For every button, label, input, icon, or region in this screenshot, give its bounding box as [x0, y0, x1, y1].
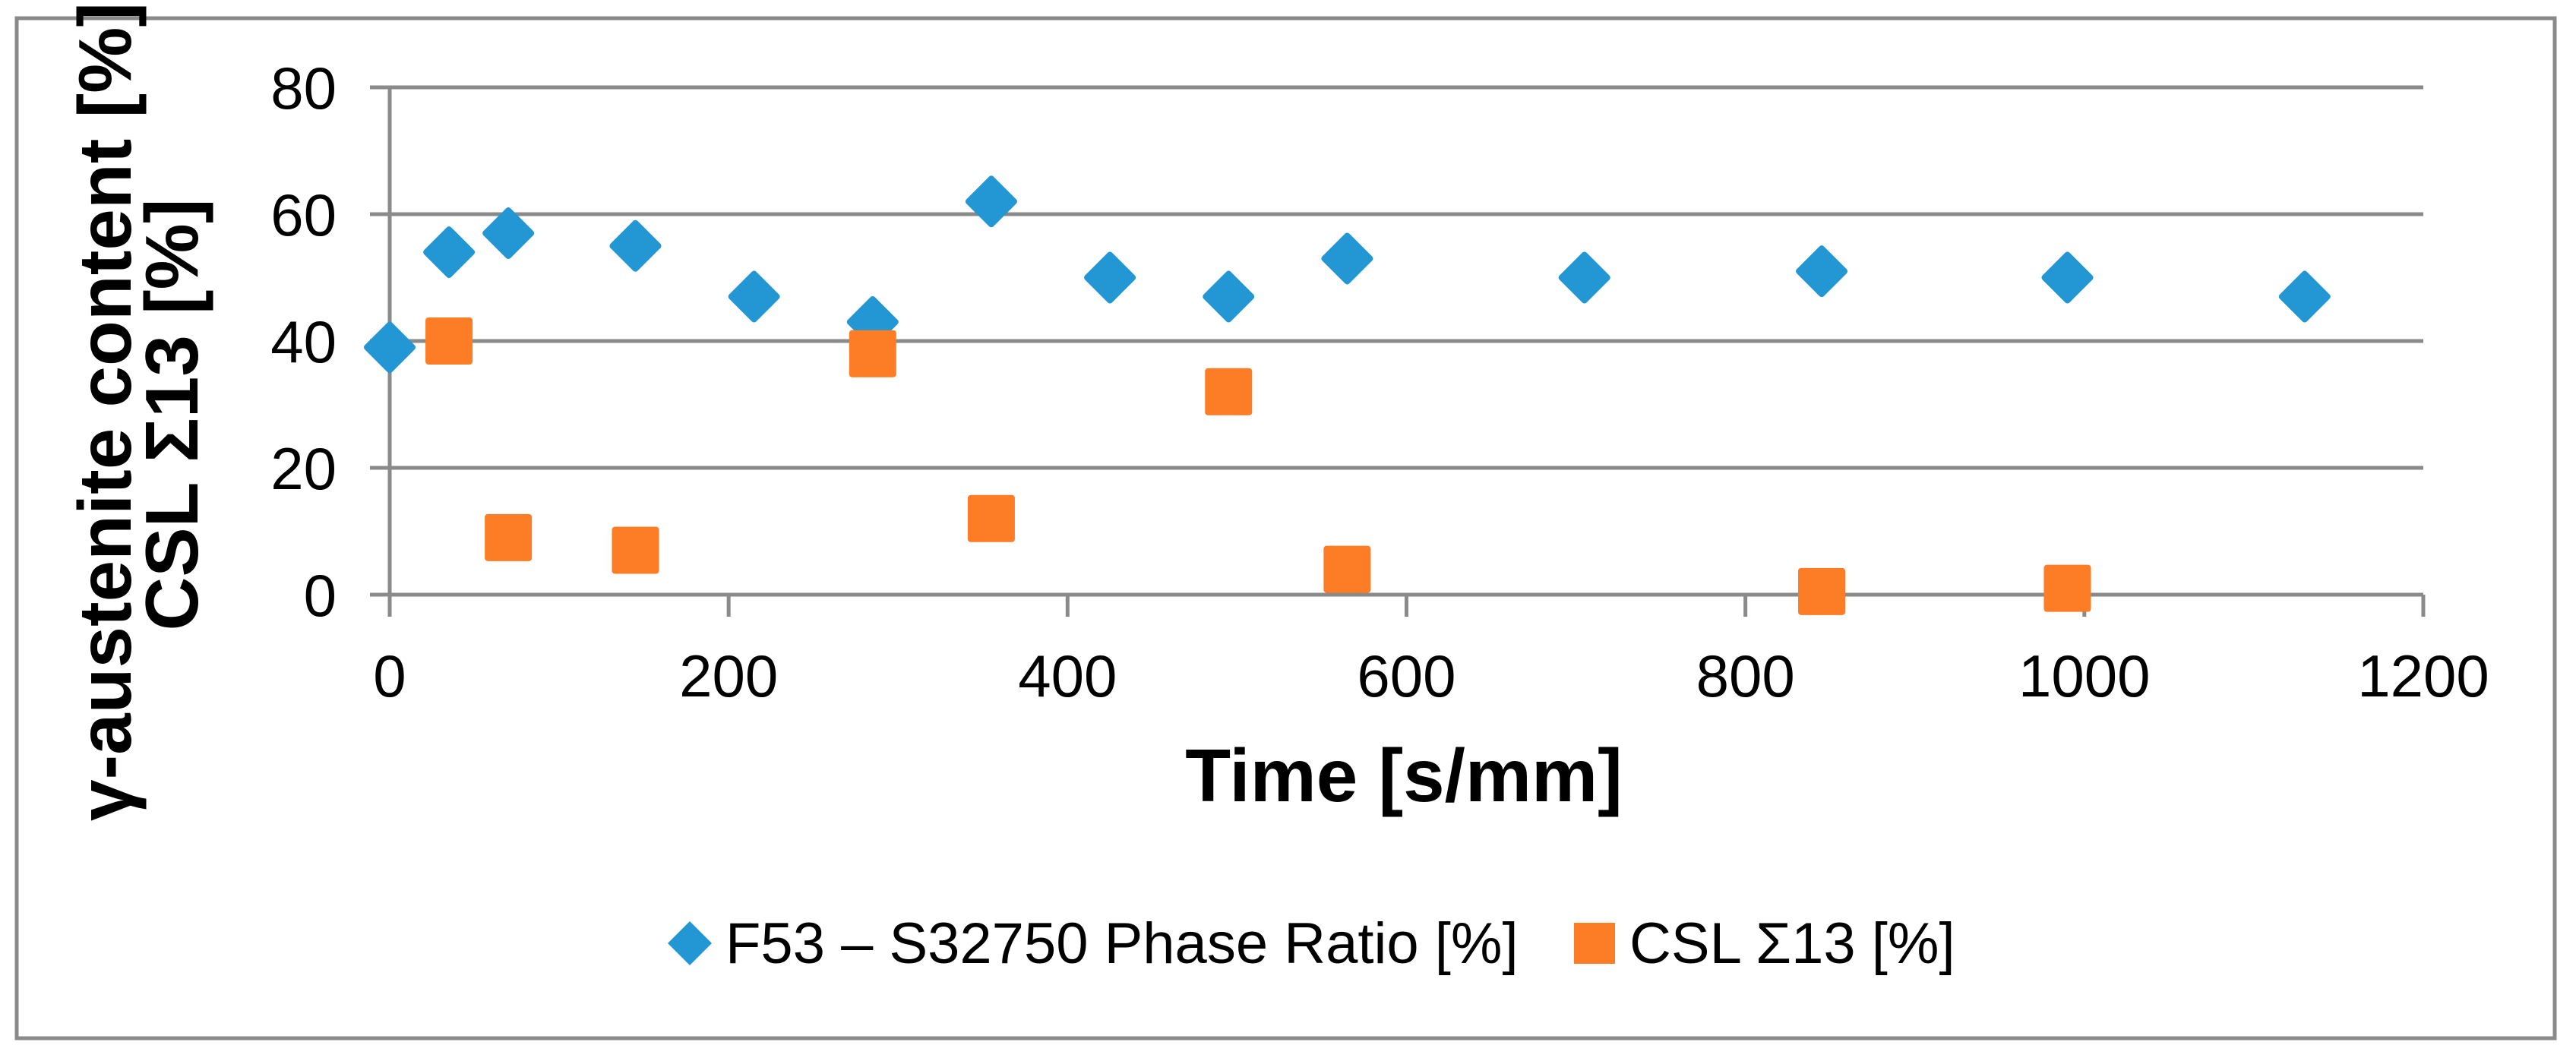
- data-point-csl13: [485, 513, 533, 561]
- legend-diamond-icon: [668, 921, 712, 965]
- x-tick-label-group: 0 200 400 600 800 1000 1200: [373, 643, 2489, 709]
- y-tick-label: 80: [270, 55, 337, 122]
- data-point-f53: [423, 226, 476, 279]
- series-csl13: [425, 317, 2091, 615]
- x-tick-label: 1000: [2018, 643, 2151, 709]
- data-point-f53: [609, 219, 662, 272]
- x-tick-label: 0: [373, 643, 406, 709]
- x-tick-label: 600: [1357, 643, 1456, 709]
- data-point-f53: [482, 207, 535, 260]
- series-f53: [364, 175, 2331, 374]
- x-tick-label: 200: [679, 643, 778, 709]
- data-point-f53: [1558, 251, 1610, 304]
- data-point-csl13: [1323, 545, 1371, 593]
- data-point-csl13: [1798, 567, 1846, 615]
- legend-square-icon: [1574, 923, 1615, 964]
- x-tick-label: 400: [1018, 643, 1117, 709]
- data-point-f53: [1084, 251, 1136, 304]
- data-point-csl13: [612, 526, 659, 574]
- series-group: [364, 175, 2331, 615]
- y-tick-label: 60: [270, 182, 337, 248]
- data-point-f53: [728, 270, 780, 323]
- x-tick-label: 800: [1696, 643, 1795, 709]
- data-point-f53: [364, 321, 416, 374]
- y-axis-title-line1: γ-austenite content [%]: [63, 2, 147, 821]
- data-point-csl13: [425, 317, 473, 365]
- x-axis-title: Time [s/mm]: [1185, 734, 1622, 817]
- data-point-f53: [1203, 270, 1255, 323]
- data-point-f53: [1321, 232, 1373, 285]
- x-tick-label: 1200: [2357, 643, 2489, 709]
- legend: F53 – S32750 Phase Ratio [%] CSL Σ13 [%]: [668, 911, 1955, 976]
- data-point-csl13: [967, 494, 1015, 542]
- y-tick-label: 40: [270, 308, 337, 375]
- data-point-csl13: [1205, 368, 1253, 415]
- legend-label-csl13: CSL Σ13 [%]: [1629, 911, 1955, 976]
- y-tick-label-group: 0 20 40 60 80: [270, 55, 337, 629]
- legend-label-f53: F53 – S32750 Phase Ratio [%]: [725, 911, 1519, 976]
- chart-border: [14, 16, 2557, 1040]
- y-axis-title-line2: CSL Σ13 [%]: [130, 199, 213, 631]
- data-point-f53: [965, 175, 1017, 228]
- y-tick-label: 0: [304, 562, 337, 629]
- data-point-csl13: [849, 330, 896, 377]
- y-tick-label: 20: [270, 435, 337, 502]
- data-point-f53: [2278, 270, 2331, 323]
- data-point-csl13: [2043, 564, 2091, 612]
- data-point-f53: [2041, 251, 2094, 304]
- data-point-f53: [1796, 245, 1848, 298]
